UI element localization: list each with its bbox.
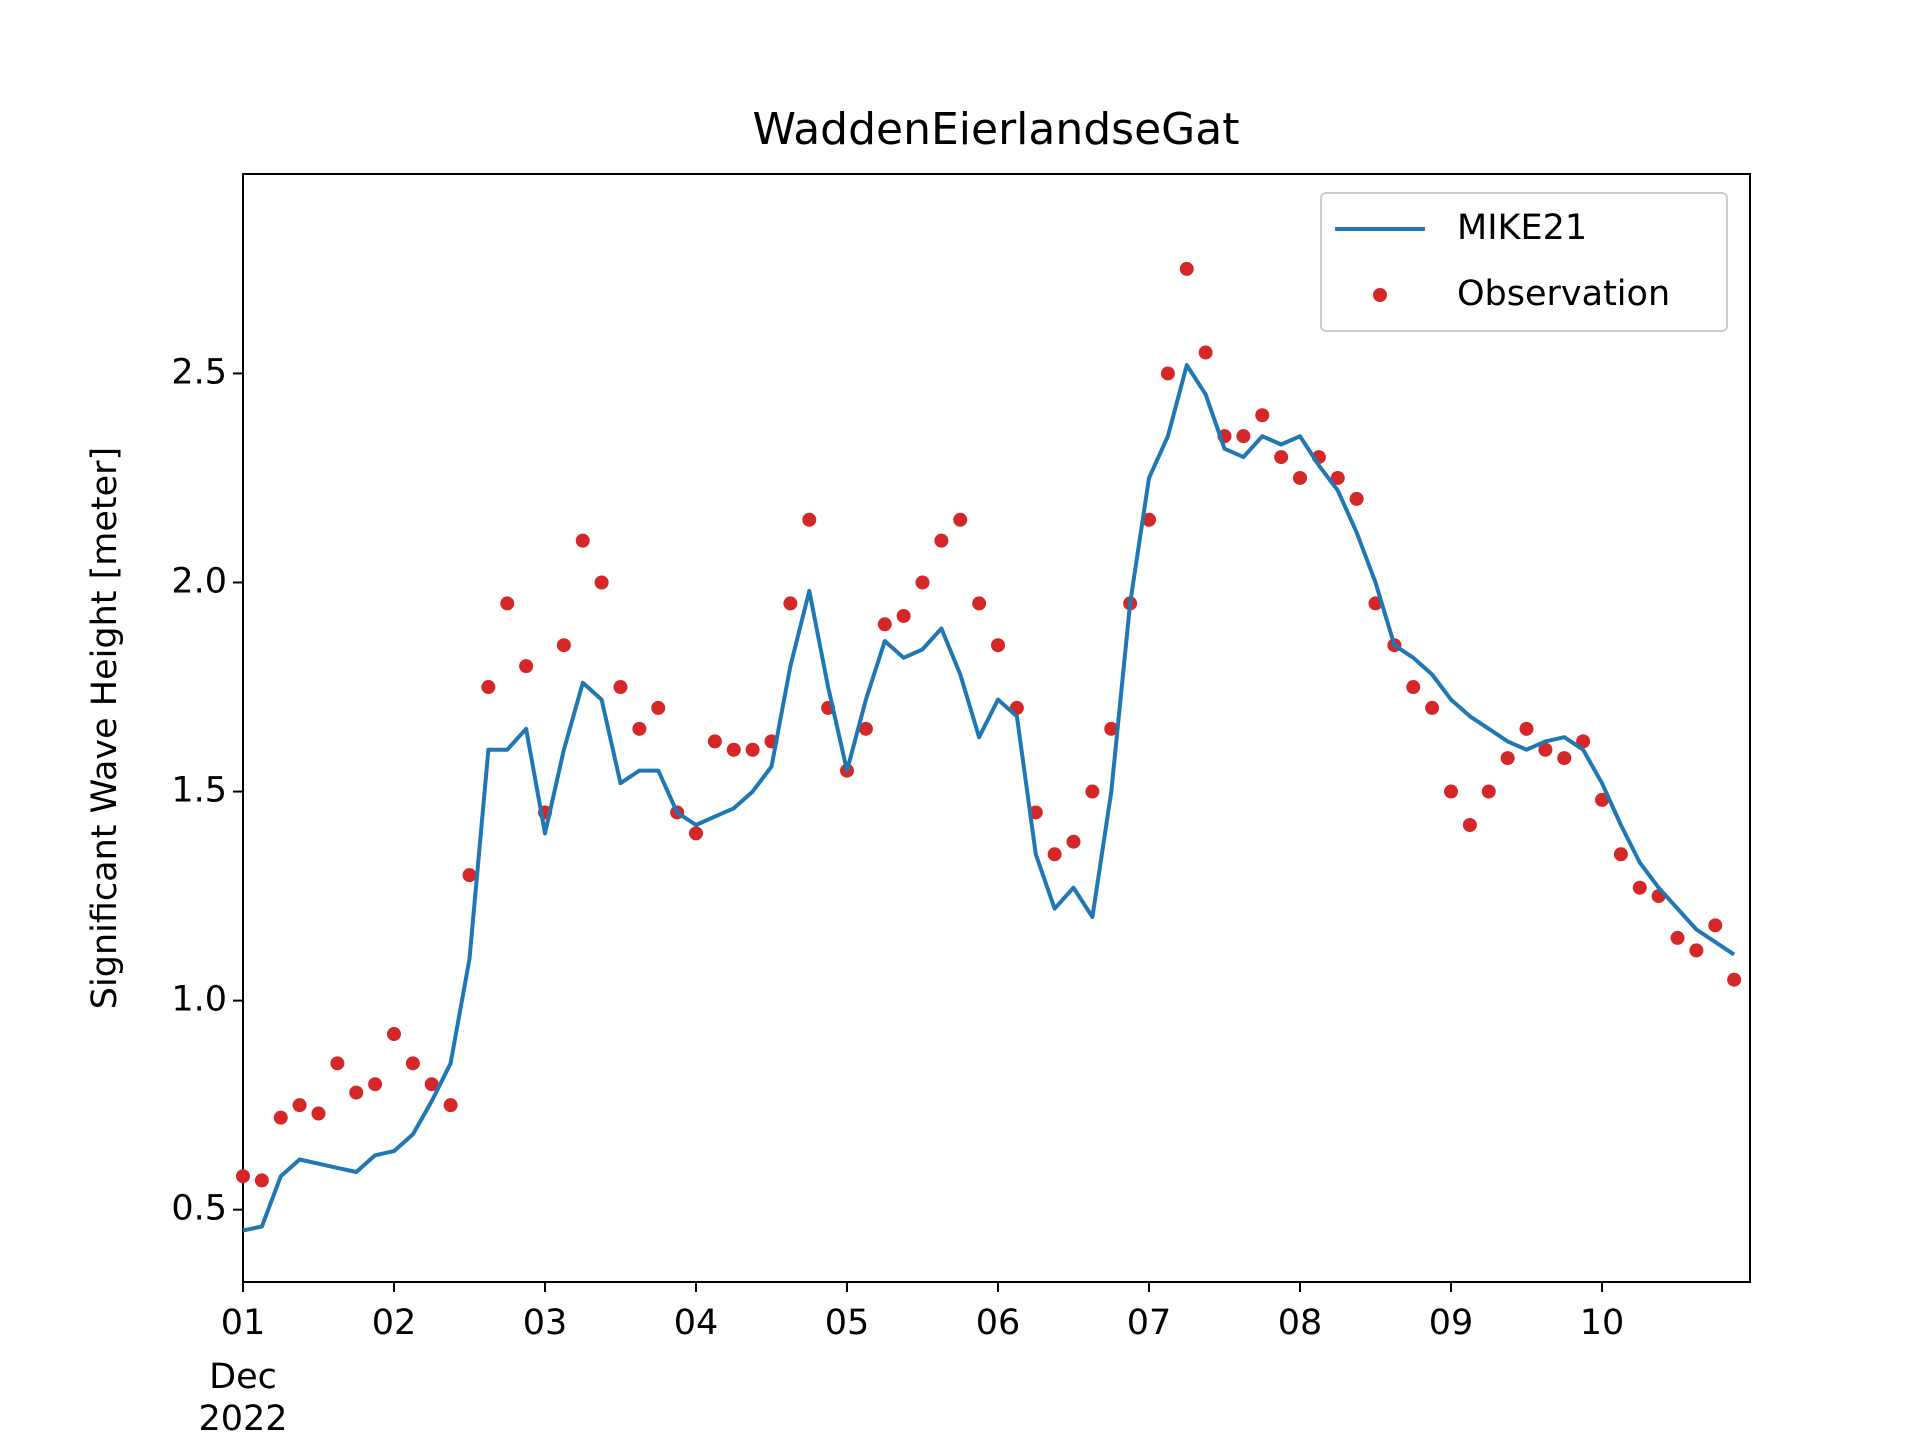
observation-point [1557,751,1572,766]
observation-point [1519,721,1534,736]
x-tick-sublabel: 2022 [198,1399,287,1439]
observation-point [254,1173,269,1188]
x-tick-label: 03 [523,1303,568,1343]
x-tick-label: 02 [372,1303,417,1343]
chart-title: WaddenEierlandseGat [753,104,1240,155]
observation-point [858,721,873,736]
observation-point [462,868,477,883]
x-tick-label: 01 [221,1303,266,1343]
observation-point [1142,512,1157,527]
observation-point [915,575,930,590]
observation-point [1104,721,1119,736]
observation-point [1576,734,1591,749]
legend-label: Observation [1457,274,1670,314]
x-tick-label: 10 [1580,1303,1625,1343]
y-tick-label: 1.5 [171,771,227,811]
observation-point [1179,261,1194,276]
x-tick-label: 07 [1127,1303,1172,1343]
plot-frame [242,173,1751,1283]
model-line [242,363,1736,1233]
observation-point [556,638,571,653]
observation-point [405,1056,420,1071]
legend-marker [1373,288,1387,302]
observation-point [726,742,741,757]
observation-point [632,721,647,736]
observation-point [1595,792,1610,807]
observation-point [1085,784,1100,799]
x-tick-sublabel: Dec [209,1357,277,1397]
observation-point [1406,680,1421,695]
observation-point [1708,918,1723,933]
y-tick-label: 0.5 [171,1189,227,1229]
observation-point [896,608,911,623]
observation-point [594,575,609,590]
observation-point [1632,880,1647,895]
y-tick-label: 2.5 [171,352,227,392]
observation-point [689,826,704,841]
observation-point [330,1056,345,1071]
observation-point [1255,408,1270,423]
observation-point [953,512,968,527]
observation-point [972,596,987,611]
observation-point [236,1169,250,1184]
observation-point [1613,847,1628,862]
observation-point [802,512,817,527]
observation-point [877,617,892,632]
y-axis-label: Significant Wave Height [meter] [85,447,125,1009]
observation-point [311,1106,326,1121]
observation-point [349,1085,364,1100]
observation-point [707,734,722,749]
observation-point [273,1110,288,1125]
x-tick-label: 06 [976,1303,1021,1343]
x-tick-label: 08 [1278,1303,1323,1343]
observation-point [1160,366,1175,381]
observation-point [387,1027,402,1042]
observation-point [368,1077,383,1092]
observation-point [1425,700,1440,715]
observation-point [934,533,949,548]
observation-point [292,1098,307,1113]
observation-point [651,700,666,715]
observation-point [1444,784,1459,799]
y-tick-label: 2.0 [171,561,227,601]
observation-point [1349,491,1364,506]
observation-point [1500,751,1515,766]
observation-point [424,1077,439,1092]
observation-point [500,596,515,611]
observation-point [1274,450,1289,465]
observation-point [1330,470,1345,485]
legend-label: MIKE21 [1457,208,1587,248]
x-tick-label: 05 [825,1303,870,1343]
observation-point [481,680,496,695]
observation-point [1236,429,1251,444]
observation-point [1670,930,1685,945]
observation-point [575,533,590,548]
observation-point [1047,847,1062,862]
observation-point [613,680,628,695]
observation-point [1727,972,1742,987]
observation-point [1689,943,1704,958]
observation-point [1462,818,1477,833]
observation-point [1066,834,1081,849]
observation-point [1198,345,1213,360]
observation-point [1481,784,1496,799]
x-tick-label: 09 [1429,1303,1474,1343]
observation-point [745,742,760,757]
y-tick-label: 1.0 [171,980,227,1020]
observation-point [1538,742,1553,757]
x-tick-label: 04 [674,1303,719,1343]
observation-point [1293,470,1308,485]
observation-point [443,1098,458,1113]
observation-point [783,596,798,611]
observation-point [991,638,1006,653]
observation-point [519,659,534,674]
